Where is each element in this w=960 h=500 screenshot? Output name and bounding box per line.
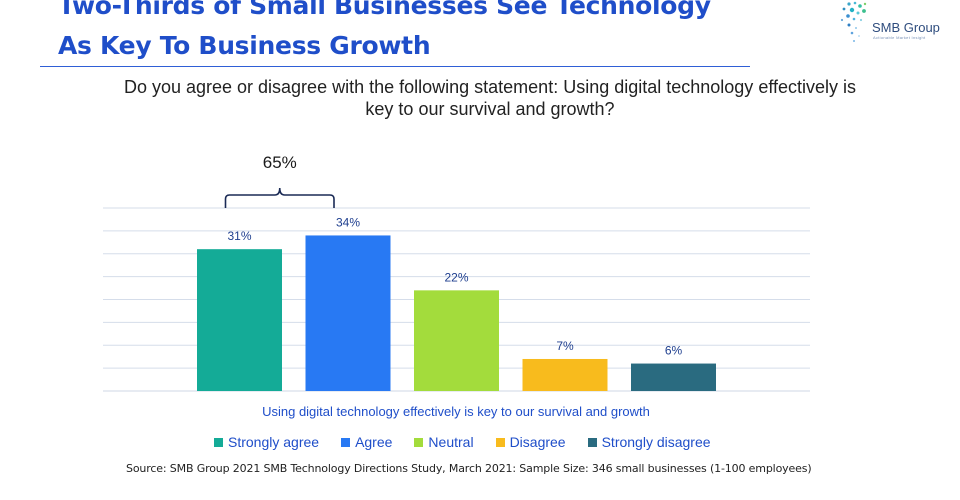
bar-strongly-agree [197,249,282,391]
legend-item: Agree [341,434,392,450]
source-note: Source: SMB Group 2021 SMB Technology Di… [126,462,812,475]
title-line-2: As Key To Business Growth [58,31,431,60]
legend: Strongly agree Agree Neutral Disagree Strong… [214,434,711,450]
legend-swatch [414,437,424,447]
title-line-1: Two-Thirds of Small Businesses See Techn… [58,0,711,20]
data-label: 22% [444,270,468,284]
bar-chart: 31% 34% 22% 7% 6% 65% Using digital technolo… [103,153,810,419]
legend-swatch [214,437,223,447]
legend-item: Strongly disagree [587,434,711,450]
bar-neutral [414,290,499,391]
data-labels: 31% 34% 22% 7% 6% [227,215,682,357]
bar-agree [305,235,391,391]
title-underline [40,66,750,67]
legend-swatch [495,437,505,447]
smb-group-logo-icon [840,1,867,42]
bracket-label: 65% [263,153,297,172]
bracket-annotation: 65% [224,153,335,208]
legend-item: Neutral [414,434,474,450]
legend-label: Disagree [509,434,566,450]
legend-label: Neutral [428,434,474,450]
legend-label: Strongly disagree [601,434,711,450]
bar-strongly-disagree [631,363,716,391]
legend-label: Agree [355,434,393,450]
bracket-line [224,187,335,208]
data-label: 7% [556,339,574,353]
x-axis-label: Using digital technology effectively is … [262,404,650,419]
legend-item: Disagree [495,434,566,450]
legend-item: Strongly agree [214,434,319,450]
data-label: 6% [665,344,683,358]
data-label: 34% [336,215,360,229]
legend-swatch [587,437,597,447]
legend-swatch [341,437,351,447]
legend-label: Strongly agree [228,434,320,450]
logo-tagline: Actionable Market Insight [873,35,926,40]
bars [197,235,716,391]
survey-question: Do you agree or disagree with the follow… [123,77,857,119]
logo-name: SMB Group [872,20,940,35]
bar-disagree [522,358,608,391]
data-label: 31% [227,229,251,243]
